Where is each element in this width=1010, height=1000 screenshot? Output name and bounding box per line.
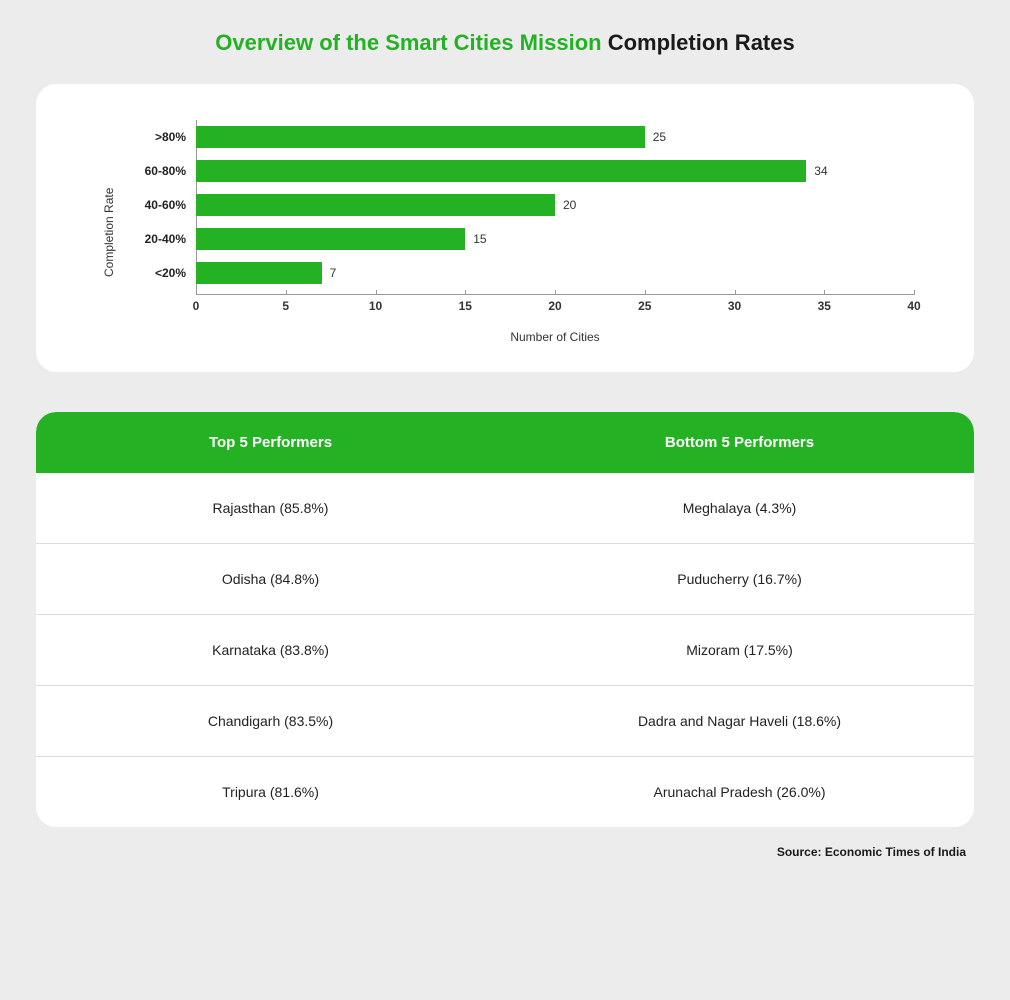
x-tick-label: 25 xyxy=(638,299,651,313)
x-tick xyxy=(465,290,466,295)
bar-value: 7 xyxy=(330,266,337,280)
bar-row: 40-60%20 xyxy=(116,188,914,222)
table-row: Rajasthan (85.8%)Meghalaya (4.3%) xyxy=(36,473,974,544)
bar-category-label: 60-80% xyxy=(116,164,196,178)
table-row: Odisha (84.8%)Puducherry (16.7%) xyxy=(36,544,974,615)
bar-track: 25 xyxy=(196,120,914,154)
table-header: Top 5 Performers Bottom 5 Performers xyxy=(36,412,974,473)
x-tick-label: 0 xyxy=(193,299,200,313)
cell-bottom-performer: Dadra and Nagar Haveli (18.6%) xyxy=(505,686,974,756)
cell-bottom-performer: Arunachal Pradesh (26.0%) xyxy=(505,757,974,827)
bar-row: <20%7 xyxy=(116,256,914,290)
cell-top-performer: Tripura (81.6%) xyxy=(36,757,505,827)
x-axis: 0510152025303540 xyxy=(116,294,914,324)
x-axis-label: Number of Cities xyxy=(116,330,914,344)
cell-bottom-performer: Mizoram (17.5%) xyxy=(505,615,974,685)
bar: 20 xyxy=(196,194,555,216)
table-body: Rajasthan (85.8%)Meghalaya (4.3%)Odisha … xyxy=(36,473,974,827)
source-text: Source: Economic Times of India xyxy=(36,845,974,859)
chart-card: Completion Rate >80%2560-80%3440-60%2020… xyxy=(36,84,974,372)
cell-top-performer: Karnataka (83.8%) xyxy=(36,615,505,685)
cell-top-performer: Odisha (84.8%) xyxy=(36,544,505,614)
title-suffix: Completion Rates xyxy=(608,30,795,55)
bar-value: 20 xyxy=(563,198,576,212)
page-title: Overview of the Smart Cities Mission Com… xyxy=(36,30,974,56)
performers-table: Top 5 Performers Bottom 5 Performers Raj… xyxy=(36,412,974,827)
table-row: Karnataka (83.8%)Mizoram (17.5%) xyxy=(36,615,974,686)
bar-category-label: >80% xyxy=(116,130,196,144)
bar: 25 xyxy=(196,126,645,148)
x-ticks: 0510152025303540 xyxy=(196,294,914,324)
col-header-bottom: Bottom 5 Performers xyxy=(505,412,974,473)
bar-category-label: 20-40% xyxy=(116,232,196,246)
cell-top-performer: Rajasthan (85.8%) xyxy=(36,473,505,543)
x-tick xyxy=(824,290,825,295)
bar-track: 7 xyxy=(196,256,914,290)
bar-track: 34 xyxy=(196,154,914,188)
x-tick xyxy=(286,290,287,295)
col-header-top: Top 5 Performers xyxy=(36,412,505,473)
bar-category-label: 40-60% xyxy=(116,198,196,212)
bar-row: 60-80%34 xyxy=(116,154,914,188)
x-tick-label: 35 xyxy=(818,299,831,313)
x-tick xyxy=(555,290,556,295)
x-tick xyxy=(376,290,377,295)
bar: 7 xyxy=(196,262,322,284)
bar-value: 15 xyxy=(473,232,486,246)
cell-bottom-performer: Meghalaya (4.3%) xyxy=(505,473,974,543)
y-axis-label: Completion Rate xyxy=(96,120,116,344)
bar: 34 xyxy=(196,160,806,182)
x-axis-spacer xyxy=(116,294,196,324)
x-tick-label: 30 xyxy=(728,299,741,313)
bar-value: 25 xyxy=(653,130,666,144)
bar-category-label: <20% xyxy=(116,266,196,280)
x-tick xyxy=(735,290,736,295)
bars-area: >80%2560-80%3440-60%2020-40%15<20%7 xyxy=(116,120,914,290)
bar-row: >80%25 xyxy=(116,120,914,154)
x-tick-label: 15 xyxy=(459,299,472,313)
chart-wrap: Completion Rate >80%2560-80%3440-60%2020… xyxy=(96,120,914,344)
x-tick xyxy=(645,290,646,295)
table-row: Tripura (81.6%)Arunachal Pradesh (26.0%) xyxy=(36,757,974,827)
chart-body: >80%2560-80%3440-60%2020-40%15<20%7 0510… xyxy=(116,120,914,344)
table-row: Chandigarh (83.5%)Dadra and Nagar Haveli… xyxy=(36,686,974,757)
cell-bottom-performer: Puducherry (16.7%) xyxy=(505,544,974,614)
x-tick-label: 40 xyxy=(907,299,920,313)
bar-value: 34 xyxy=(814,164,827,178)
bar-track: 20 xyxy=(196,188,914,222)
bar-row: 20-40%15 xyxy=(116,222,914,256)
x-tick-label: 10 xyxy=(369,299,382,313)
title-accent: Overview of the Smart Cities Mission xyxy=(215,30,607,55)
bar-track: 15 xyxy=(196,222,914,256)
x-tick-label: 20 xyxy=(548,299,561,313)
bar: 15 xyxy=(196,228,465,250)
cell-top-performer: Chandigarh (83.5%) xyxy=(36,686,505,756)
x-tick-label: 5 xyxy=(282,299,289,313)
x-tick xyxy=(196,290,197,295)
x-tick xyxy=(914,290,915,295)
